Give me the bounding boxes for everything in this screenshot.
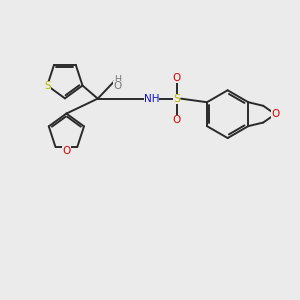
Text: O: O	[113, 81, 121, 92]
Text: S: S	[44, 80, 51, 91]
Text: S: S	[173, 94, 180, 103]
Text: O: O	[173, 73, 181, 83]
Text: O: O	[173, 115, 181, 124]
Text: H: H	[114, 75, 121, 84]
Text: NH: NH	[144, 94, 159, 103]
Text: O: O	[62, 146, 70, 156]
Text: O: O	[271, 109, 279, 119]
